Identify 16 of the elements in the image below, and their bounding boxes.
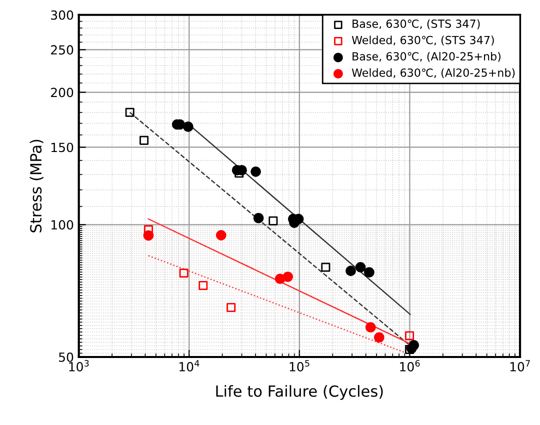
x-axis-title: Life to Failure (Cycles)	[216, 385, 383, 400]
y-tick-label: 100	[51, 220, 74, 230]
legend-label: Welded, 630℃, (STS 347)	[352, 36, 494, 46]
legend-label: Base, 630℃, (Al20-25+nb)	[352, 52, 500, 62]
legend-label: Base, 630℃, (STS 347)	[352, 19, 480, 30]
legend-label: Welded, 630℃, (Al20-25+nb)	[352, 68, 515, 78]
x-tick-label: 10$^{4}$	[180, 360, 200, 372]
y-axis-title: Stress (MPa)	[30, 140, 44, 232]
x-tick-label: 10$^{6}$	[400, 360, 420, 372]
x-tick-label: 10$^{5}$	[290, 360, 310, 372]
x-tick-label: 10$^{7}$	[510, 360, 530, 372]
y-tick-label: 300	[51, 10, 74, 20]
y-tick-label: 250	[51, 45, 74, 55]
y-tick-label: 200	[51, 88, 74, 98]
y-tick-label: 50	[59, 352, 74, 362]
y-tick-label: 150	[51, 142, 74, 152]
